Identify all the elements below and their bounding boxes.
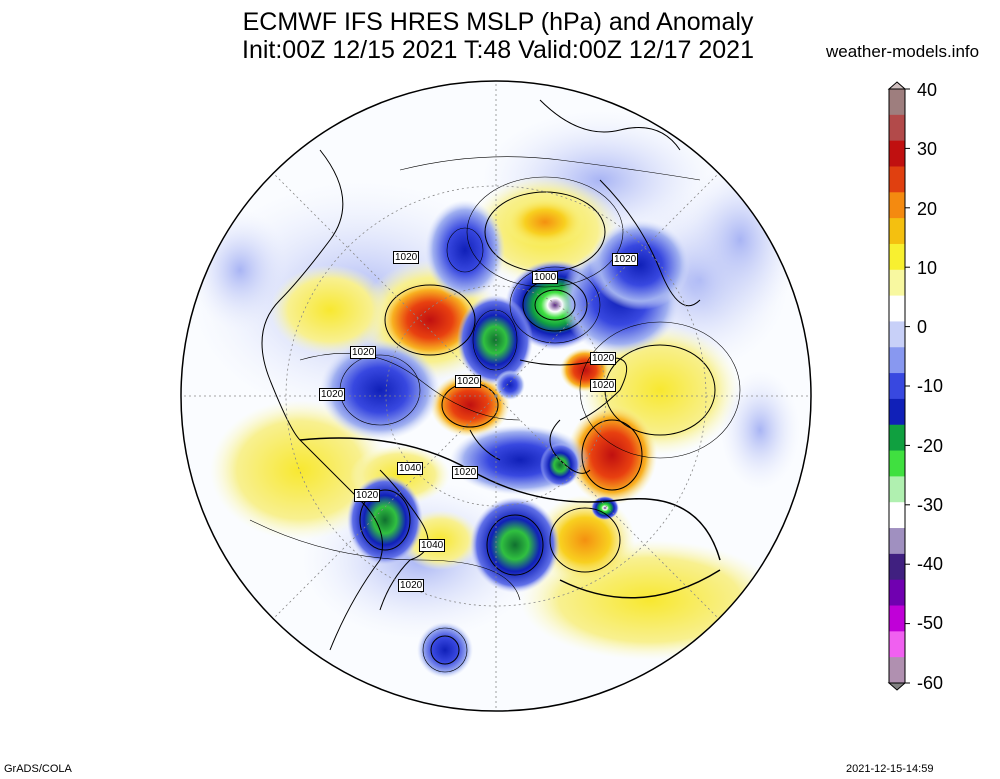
colorbar-segment — [889, 192, 905, 219]
colorbar-segment — [889, 579, 905, 607]
colorbar-tick-label: -60 — [917, 673, 944, 693]
isobar-label: 1020 — [319, 388, 346, 401]
site-credit: weather-models.info — [826, 42, 980, 61]
graticule — [181, 81, 811, 711]
colorbar-segment — [889, 528, 905, 555]
colorbar-segment — [889, 243, 905, 271]
isobar-label: 1040 — [397, 462, 424, 475]
colorbar-segment — [889, 373, 905, 400]
colorbar-segment — [889, 553, 905, 581]
colorbar-ticks — [905, 88, 910, 684]
colorbar-tick-label: -40 — [917, 554, 944, 574]
colorbar-tick-label: -50 — [917, 613, 944, 633]
isobar-label: 1020 — [452, 466, 479, 479]
colorbar-segments — [888, 88, 906, 684]
colorbar-segment — [889, 605, 905, 632]
isobar-label: 1020 — [590, 379, 617, 392]
footer-credit: GrADS/COLA — [4, 763, 72, 775]
colorbar-segment — [889, 631, 905, 658]
colorbar-segment — [889, 476, 905, 503]
colorbar-tick-label: -20 — [917, 436, 944, 456]
colorbar-segment — [889, 269, 905, 297]
colorbar-segment — [889, 450, 905, 477]
chart-subtitle: Init:00Z 12/15 2021 T:48 Valid:00Z 12/17… — [242, 36, 754, 64]
colorbar-segment — [889, 657, 905, 684]
isobar-label: 1020 — [393, 251, 420, 264]
colorbar-top-triangle — [887, 81, 907, 90]
chart-title: ECMWF IFS HRES MSLP (hPa) and Anomaly — [242, 8, 754, 36]
isobar-label: 1020 — [398, 579, 425, 592]
colorbar-tick-label: -30 — [917, 495, 944, 515]
colorbar-tick-label: 0 — [917, 317, 928, 337]
colorbar-segment — [889, 321, 905, 348]
colorbar-segment — [889, 347, 905, 374]
colorbar-tick-label: 40 — [917, 80, 938, 100]
isobar-label: 1020 — [350, 346, 377, 359]
isobar-label: 1040 — [419, 539, 446, 552]
colorbar-segment — [889, 424, 905, 452]
colorbar-tick-label: 30 — [917, 139, 938, 159]
isobar-label: 1020 — [455, 375, 482, 388]
isobar-label: 1020 — [590, 352, 617, 365]
colorbar-segment — [889, 166, 905, 193]
colorbar-tick-label: -10 — [917, 376, 944, 396]
colorbar-segment — [889, 140, 905, 167]
colorbar-segment — [889, 89, 905, 116]
colorbar-segment — [889, 218, 905, 245]
isobar-label: 1020 — [612, 253, 639, 266]
colorbar-tick-label: 20 — [917, 199, 938, 219]
colorbar-tick-label: 10 — [917, 258, 938, 278]
map-boundary — [180, 80, 812, 712]
isobar-label: 1000 — [532, 271, 559, 284]
colorbar-segment — [889, 502, 905, 529]
isobar-label: 1020 — [354, 489, 381, 502]
colorbar-segment — [889, 398, 905, 426]
colorbar-segment — [889, 295, 905, 322]
colorbar-segment — [889, 114, 905, 142]
colorbar-bottom-triangle — [887, 682, 907, 691]
footer-timestamp: 2021-12-15-14:59 — [846, 763, 934, 775]
